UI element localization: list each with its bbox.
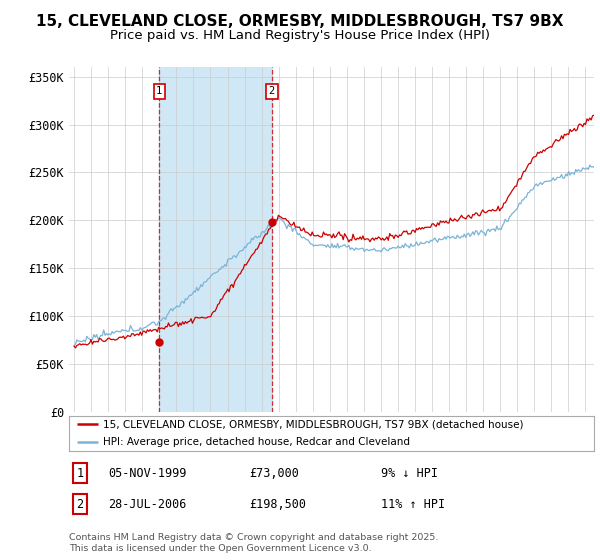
Text: 05-NOV-1999: 05-NOV-1999 [108, 466, 187, 480]
Text: £198,500: £198,500 [249, 497, 306, 511]
Text: £73,000: £73,000 [249, 466, 299, 480]
Text: 1: 1 [156, 86, 163, 96]
Text: Price paid vs. HM Land Registry's House Price Index (HPI): Price paid vs. HM Land Registry's House … [110, 29, 490, 42]
Text: 11% ↑ HPI: 11% ↑ HPI [381, 497, 445, 511]
Text: 2: 2 [269, 86, 275, 96]
Text: 15, CLEVELAND CLOSE, ORMESBY, MIDDLESBROUGH, TS7 9BX: 15, CLEVELAND CLOSE, ORMESBY, MIDDLESBRO… [36, 14, 564, 29]
Text: 2: 2 [76, 497, 83, 511]
Text: 9% ↓ HPI: 9% ↓ HPI [381, 466, 438, 480]
Text: HPI: Average price, detached house, Redcar and Cleveland: HPI: Average price, detached house, Redc… [103, 437, 410, 447]
Text: 28-JUL-2006: 28-JUL-2006 [108, 497, 187, 511]
Bar [160, 67, 272, 412]
Text: Contains HM Land Registry data © Crown copyright and database right 2025.
This d: Contains HM Land Registry data © Crown c… [69, 533, 439, 553]
Text: 1: 1 [76, 466, 83, 480]
Text: 15, CLEVELAND CLOSE, ORMESBY, MIDDLESBROUGH, TS7 9BX (detached house): 15, CLEVELAND CLOSE, ORMESBY, MIDDLESBRO… [103, 419, 524, 430]
